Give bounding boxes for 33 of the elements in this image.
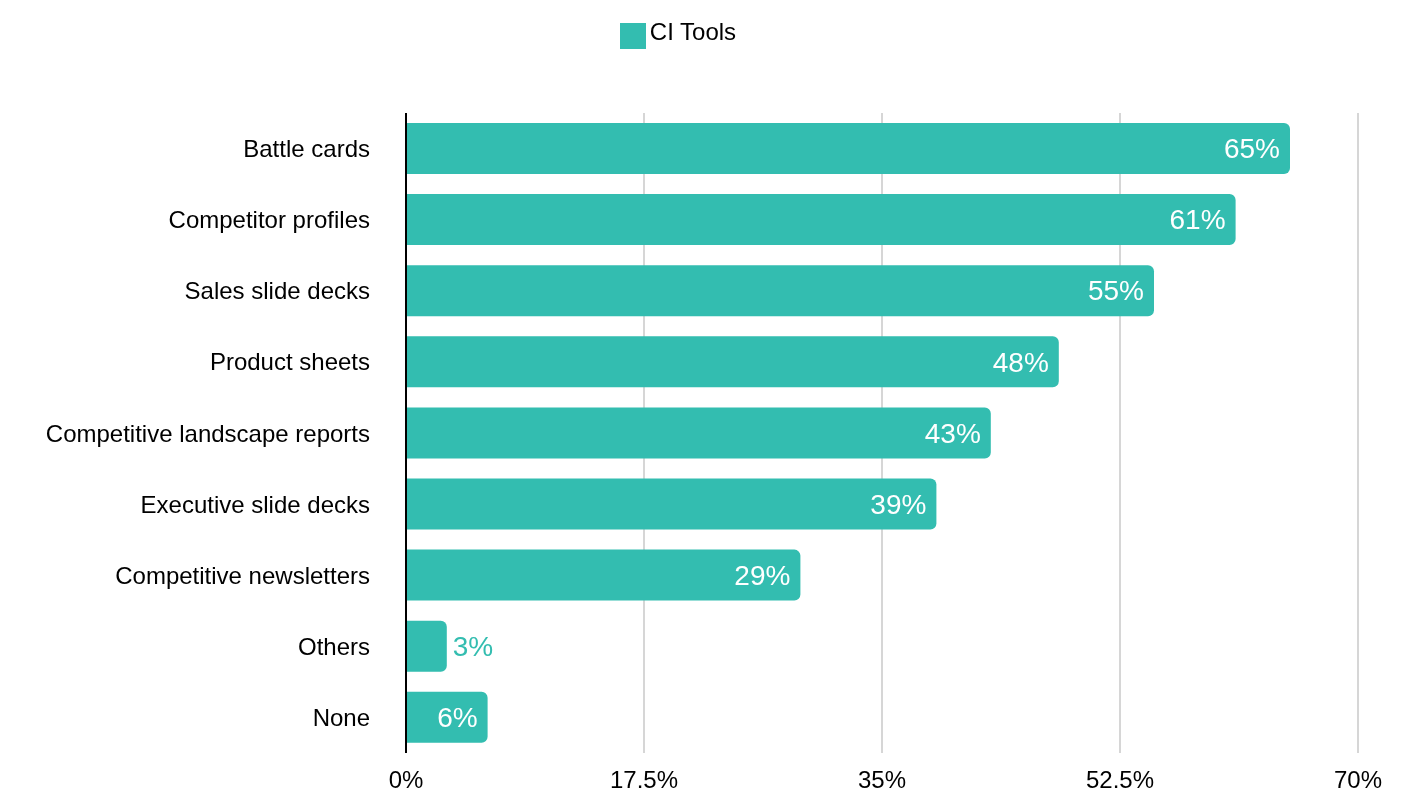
y-tick-label: Executive slide decks [140,490,370,518]
x-tick-label: 0% [388,766,424,794]
data-label: 65% [1223,133,1280,165]
bar [406,194,1236,246]
y-tick-label: Competitor profiles [168,206,370,234]
bar [406,691,488,743]
x-tick-label: 70% [1333,766,1383,794]
bar [406,122,1290,174]
data-label: 3% [452,631,494,663]
y-tick-label: Sales slide decks [184,277,370,305]
bar [406,549,801,601]
data-label: 6% [437,702,478,734]
y-tick-label: Competitive newsletters [115,561,370,589]
x-tick-label: 35% [857,766,907,794]
data-label: 29% [734,559,791,591]
y-tick-label: Battle cards [243,135,370,163]
bar [406,336,1059,388]
y-tick-label: Product sheets [209,348,370,376]
bar [406,620,447,672]
x-tick-label: 17.5% [609,766,679,794]
bar [406,478,937,530]
data-label: 48% [992,346,1049,378]
y-tick-label: Competitive landscape reports [45,419,370,447]
bar [406,265,1154,317]
y-tick-label: None [312,703,370,731]
bar [406,407,991,459]
x-tick-label: 52.5% [1085,766,1155,794]
data-label: 61% [1169,204,1226,236]
data-label: 39% [870,488,927,520]
legend-label: CI Tools [649,18,737,45]
y-tick-label: Others [297,632,370,660]
data-label: 43% [924,417,981,449]
data-label: 55% [1087,275,1144,307]
